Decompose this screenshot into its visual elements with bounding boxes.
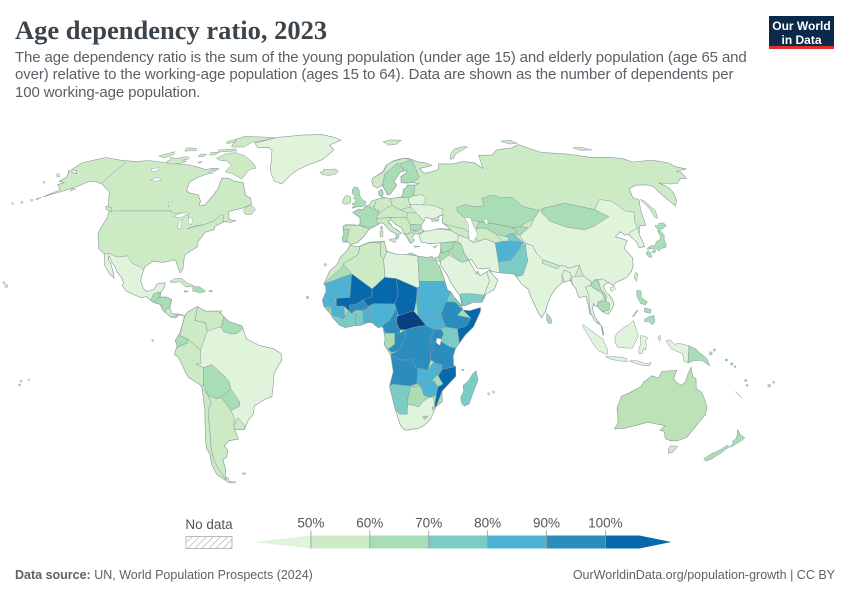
svg-text:100%: 100% bbox=[588, 516, 623, 531]
svg-text:50%: 50% bbox=[297, 516, 324, 531]
svg-text:80%: 80% bbox=[474, 516, 501, 531]
svg-text:No data: No data bbox=[185, 517, 233, 532]
svg-text:60%: 60% bbox=[356, 516, 383, 531]
svg-text:70%: 70% bbox=[415, 516, 442, 531]
svg-text:90%: 90% bbox=[533, 516, 560, 531]
